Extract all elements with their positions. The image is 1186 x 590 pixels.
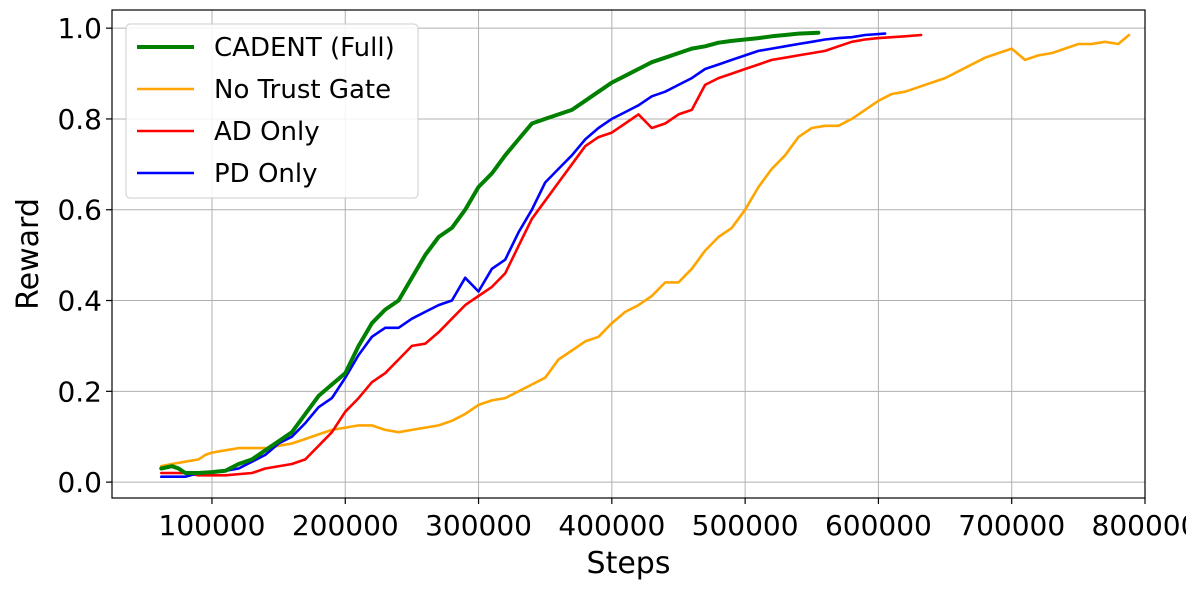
legend-label: No Trust Gate — [214, 75, 391, 105]
grid — [112, 10, 1146, 498]
y-tick-label: 0.4 — [57, 285, 102, 318]
legend-label: CADENT (Full) — [214, 33, 395, 63]
legend-label: AD Only — [214, 117, 320, 147]
legend: CADENT (Full) No Trust Gate AD Only PD Only — [125, 23, 419, 199]
plot-frame — [111, 9, 1146, 499]
y-axis-title: Reward — [11, 198, 46, 310]
x-tick-label: 100000 — [159, 509, 266, 542]
series-line-no-trust-gate — [160, 33, 1131, 468]
x-tick-label: 200000 — [292, 509, 399, 542]
y-tick-label: 0.8 — [57, 103, 102, 136]
x-axis-ticks: 100000 200000 300000 400000 500000 600000 7000… — [159, 498, 1186, 542]
x-axis-title: Steps — [587, 546, 671, 581]
y-tick-label: 0.0 — [57, 466, 102, 499]
y-tick-label: 0.6 — [57, 194, 102, 227]
legend-label: PD Only — [214, 159, 318, 189]
legend-box — [125, 23, 419, 199]
y-tick-label: 0.2 — [57, 375, 102, 408]
x-tick-label: 600000 — [825, 509, 932, 542]
y-axis-ticks: 0.0 0.2 0.4 0.6 0.8 1.0 — [57, 12, 112, 499]
series-lines — [159, 30, 1131, 479]
series-line-pd-only — [160, 32, 887, 479]
x-tick-label: 400000 — [558, 509, 665, 542]
series-line-ad-only — [160, 33, 923, 477]
x-tick-label: 300000 — [425, 509, 532, 542]
series-line-cadent-full — [159, 30, 821, 475]
y-tick-label: 1.0 — [57, 12, 102, 45]
x-tick-label: 700000 — [958, 509, 1065, 542]
x-tick-label: 500000 — [692, 509, 799, 542]
